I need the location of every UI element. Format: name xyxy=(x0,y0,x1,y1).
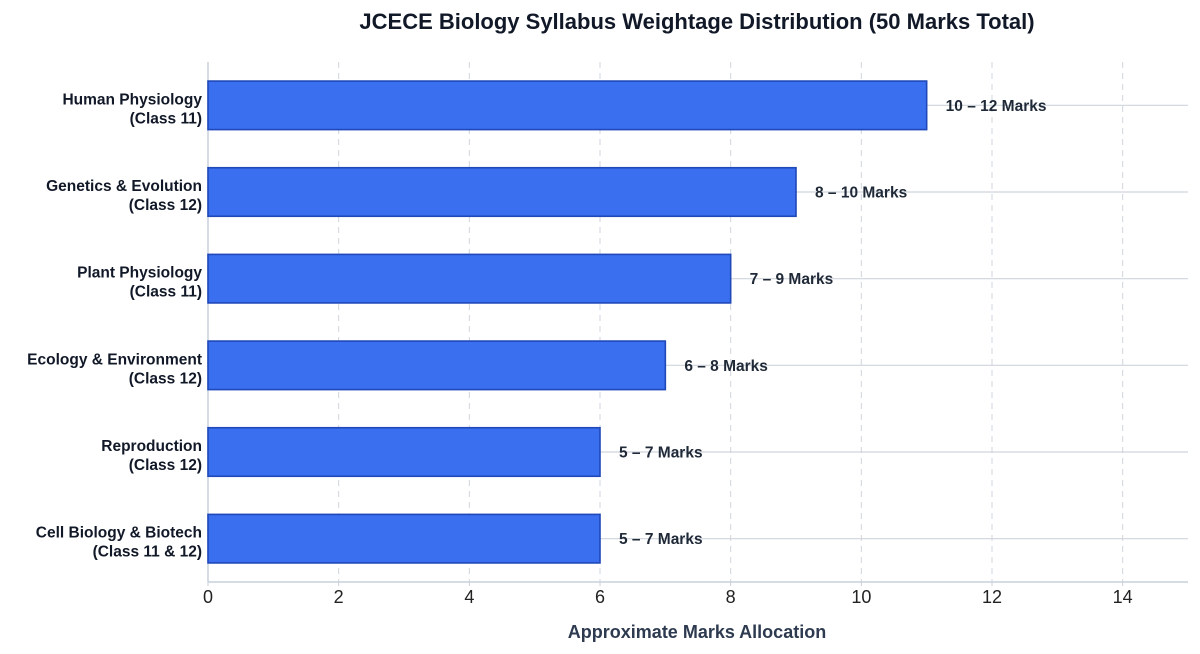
category-label-line: (Class 11) xyxy=(130,110,202,127)
bars xyxy=(207,80,928,564)
category-label: Human Physiology (Class 11) xyxy=(62,91,202,127)
category-label-line: Ecology & Environment xyxy=(27,351,202,368)
x-tick-label: 2 xyxy=(334,587,344,607)
category-label-line: Genetics & Evolution xyxy=(46,178,202,195)
category-label: Ecology & Environment (Class 12) xyxy=(27,351,202,387)
bar xyxy=(207,340,667,391)
category-label-line: (Class 12) xyxy=(129,457,202,474)
x-tick-label: 12 xyxy=(982,587,1002,607)
category-label-line: Reproduction xyxy=(101,438,202,455)
category-label-line: (Class 11 & 12) xyxy=(93,544,202,561)
bar-value-label: 10 – 12 Marks xyxy=(946,98,1047,115)
data-labels: 10 – 12 Marks 8 – 10 Marks 7 – 9 Marks 6 – … xyxy=(619,98,1046,548)
category-label-line: (Class 12) xyxy=(129,197,202,214)
category-label-line: (Class 11) xyxy=(130,284,202,301)
category-label: Genetics & Evolution (Class 12) xyxy=(46,178,202,214)
x-tick-label: 4 xyxy=(464,587,474,607)
bar-value-label: 7 – 9 Marks xyxy=(750,271,834,288)
bar-value-label: 5 – 7 Marks xyxy=(619,445,703,462)
x-tick-label: 6 xyxy=(595,587,605,607)
category-label-line: (Class 12) xyxy=(129,370,202,387)
bar xyxy=(207,80,928,131)
category-label-line: Cell Biology & Biotech xyxy=(36,525,202,542)
category-label: Cell Biology & Biotech (Class 11 & 12) xyxy=(36,525,202,561)
bar xyxy=(207,513,601,564)
bar-value-label: 5 – 7 Marks xyxy=(619,531,703,548)
category-label: Plant Physiology (Class 11) xyxy=(77,265,202,301)
x-axis-label: Approximate Marks Allocation xyxy=(568,622,826,642)
category-label: Reproduction (Class 12) xyxy=(101,438,202,474)
bar xyxy=(207,253,732,304)
chart-title: JCECE Biology Syllabus Weightage Distrib… xyxy=(359,9,1034,34)
x-tick-labels: 0 2 4 6 8 10 12 14 xyxy=(203,582,1133,607)
x-tick-label: 8 xyxy=(726,587,736,607)
bar-value-label: 8 – 10 Marks xyxy=(815,185,907,202)
axes xyxy=(207,62,1188,583)
category-label-line: Human Physiology xyxy=(62,91,202,108)
x-tick-label: 10 xyxy=(851,587,871,607)
bar-value-label: 6 – 8 Marks xyxy=(684,358,768,375)
bar xyxy=(207,166,797,218)
category-label-line: Plant Physiology xyxy=(77,265,202,282)
x-tick-label: 0 xyxy=(203,587,213,607)
gridlines xyxy=(208,62,1188,582)
x-tick-label: 14 xyxy=(1113,587,1133,607)
category-labels: Human Physiology (Class 11) Genetics & Evo… xyxy=(27,91,202,560)
bar xyxy=(207,426,601,478)
